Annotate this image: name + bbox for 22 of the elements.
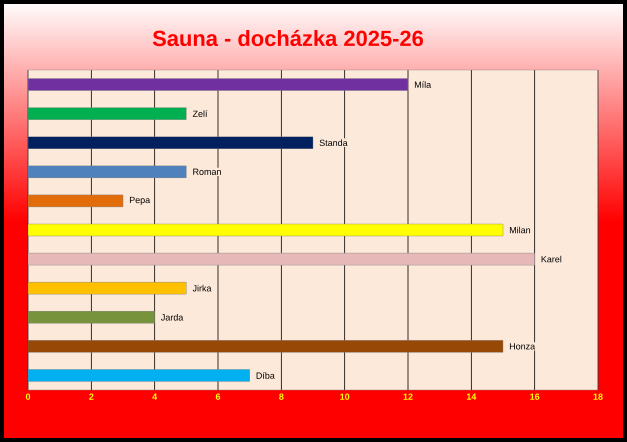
y-tick-label: Míla	[414, 81, 432, 88]
x-tick-label: 6	[216, 394, 220, 400]
x-tick-label: 4	[152, 394, 158, 400]
y-tick-label: Honza	[510, 343, 536, 350]
x-tick-label: 2	[89, 394, 94, 400]
y-tick-label: Pepa	[130, 196, 150, 205]
y-tick-label: Roman	[193, 168, 221, 175]
chart-title: Sauna - docházka 2025-26	[152, 30, 424, 46]
x-tick-label: 12	[404, 394, 413, 400]
y-tick-label: Díba	[256, 372, 275, 379]
x-tick-label: 16	[530, 394, 540, 400]
y-tick-label: Milan	[510, 226, 530, 234]
x-tick-label: 8	[279, 394, 284, 400]
x-tick-label: 0	[26, 394, 30, 400]
y-tick-label: Jarda	[161, 314, 184, 321]
x-tick-label: 18	[594, 394, 603, 400]
x-tick-label: 10	[340, 394, 350, 400]
y-tick-label: Jirka	[192, 284, 212, 292]
y-tick-label: Standa	[320, 139, 348, 146]
y-tick-label: Karel	[542, 256, 562, 262]
x-tick-label: 14	[466, 394, 476, 400]
y-tick-label: Zelí	[192, 110, 208, 117]
